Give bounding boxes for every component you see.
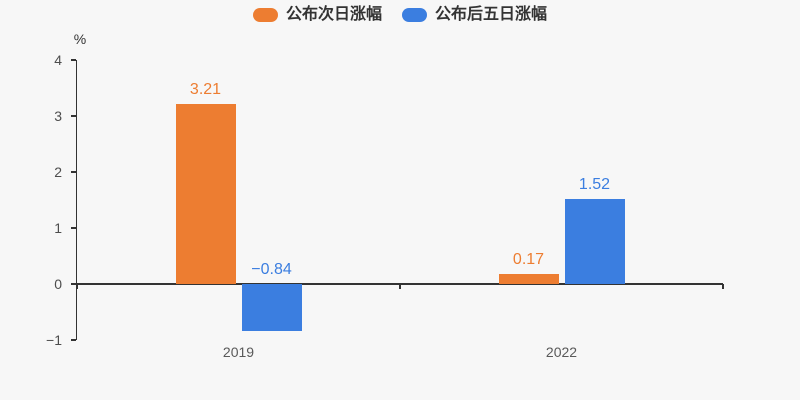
y-axis-tick	[70, 227, 76, 229]
legend-marker-blue-icon	[402, 8, 427, 22]
x-axis-tick	[399, 284, 401, 289]
bar[interactable]	[241, 284, 302, 332]
bar[interactable]	[175, 104, 236, 284]
y-axis-tick	[70, 339, 76, 341]
bar-value-label: 0.17	[512, 251, 545, 269]
y-axis-tick-label: 2	[54, 164, 62, 180]
x-axis-category-label: 2022	[545, 344, 578, 360]
x-axis-category-label: 2019	[222, 344, 255, 360]
y-axis-tick-label: 3	[54, 108, 62, 124]
y-axis-tick-label: 0	[54, 276, 62, 292]
y-axis-tick	[70, 59, 76, 61]
bar[interactable]	[564, 198, 625, 284]
legend-item-five-day-change[interactable]: 公布后五日涨幅	[402, 6, 547, 24]
legend-label-five-day-change: 公布后五日涨幅	[435, 6, 548, 23]
legend: 公布次日涨幅 公布后五日涨幅	[0, 6, 800, 24]
y-axis-unit-label: %	[73, 31, 87, 47]
legend-item-next-day-change[interactable]: 公布次日涨幅	[252, 6, 382, 24]
y-axis-tick-label: −1	[46, 332, 62, 348]
legend-label-next-day-change: 公布次日涨幅	[285, 6, 382, 23]
x-axis-tick	[76, 284, 78, 289]
bar-value-label: −0.84	[251, 261, 292, 278]
bar[interactable]	[498, 274, 559, 284]
y-axis-tick	[70, 171, 76, 173]
bar-value-label: 1.52	[578, 175, 611, 193]
y-axis-tick-label: 4	[54, 52, 62, 68]
y-axis-tick	[70, 115, 76, 117]
y-axis-tick-label: 1	[54, 220, 62, 236]
y-axis-line	[75, 60, 77, 340]
y-axis-tick	[70, 283, 76, 285]
x-axis-tick	[722, 284, 724, 289]
bar-value-label: 3.21	[189, 81, 222, 99]
legend-marker-orange-icon	[252, 8, 278, 22]
